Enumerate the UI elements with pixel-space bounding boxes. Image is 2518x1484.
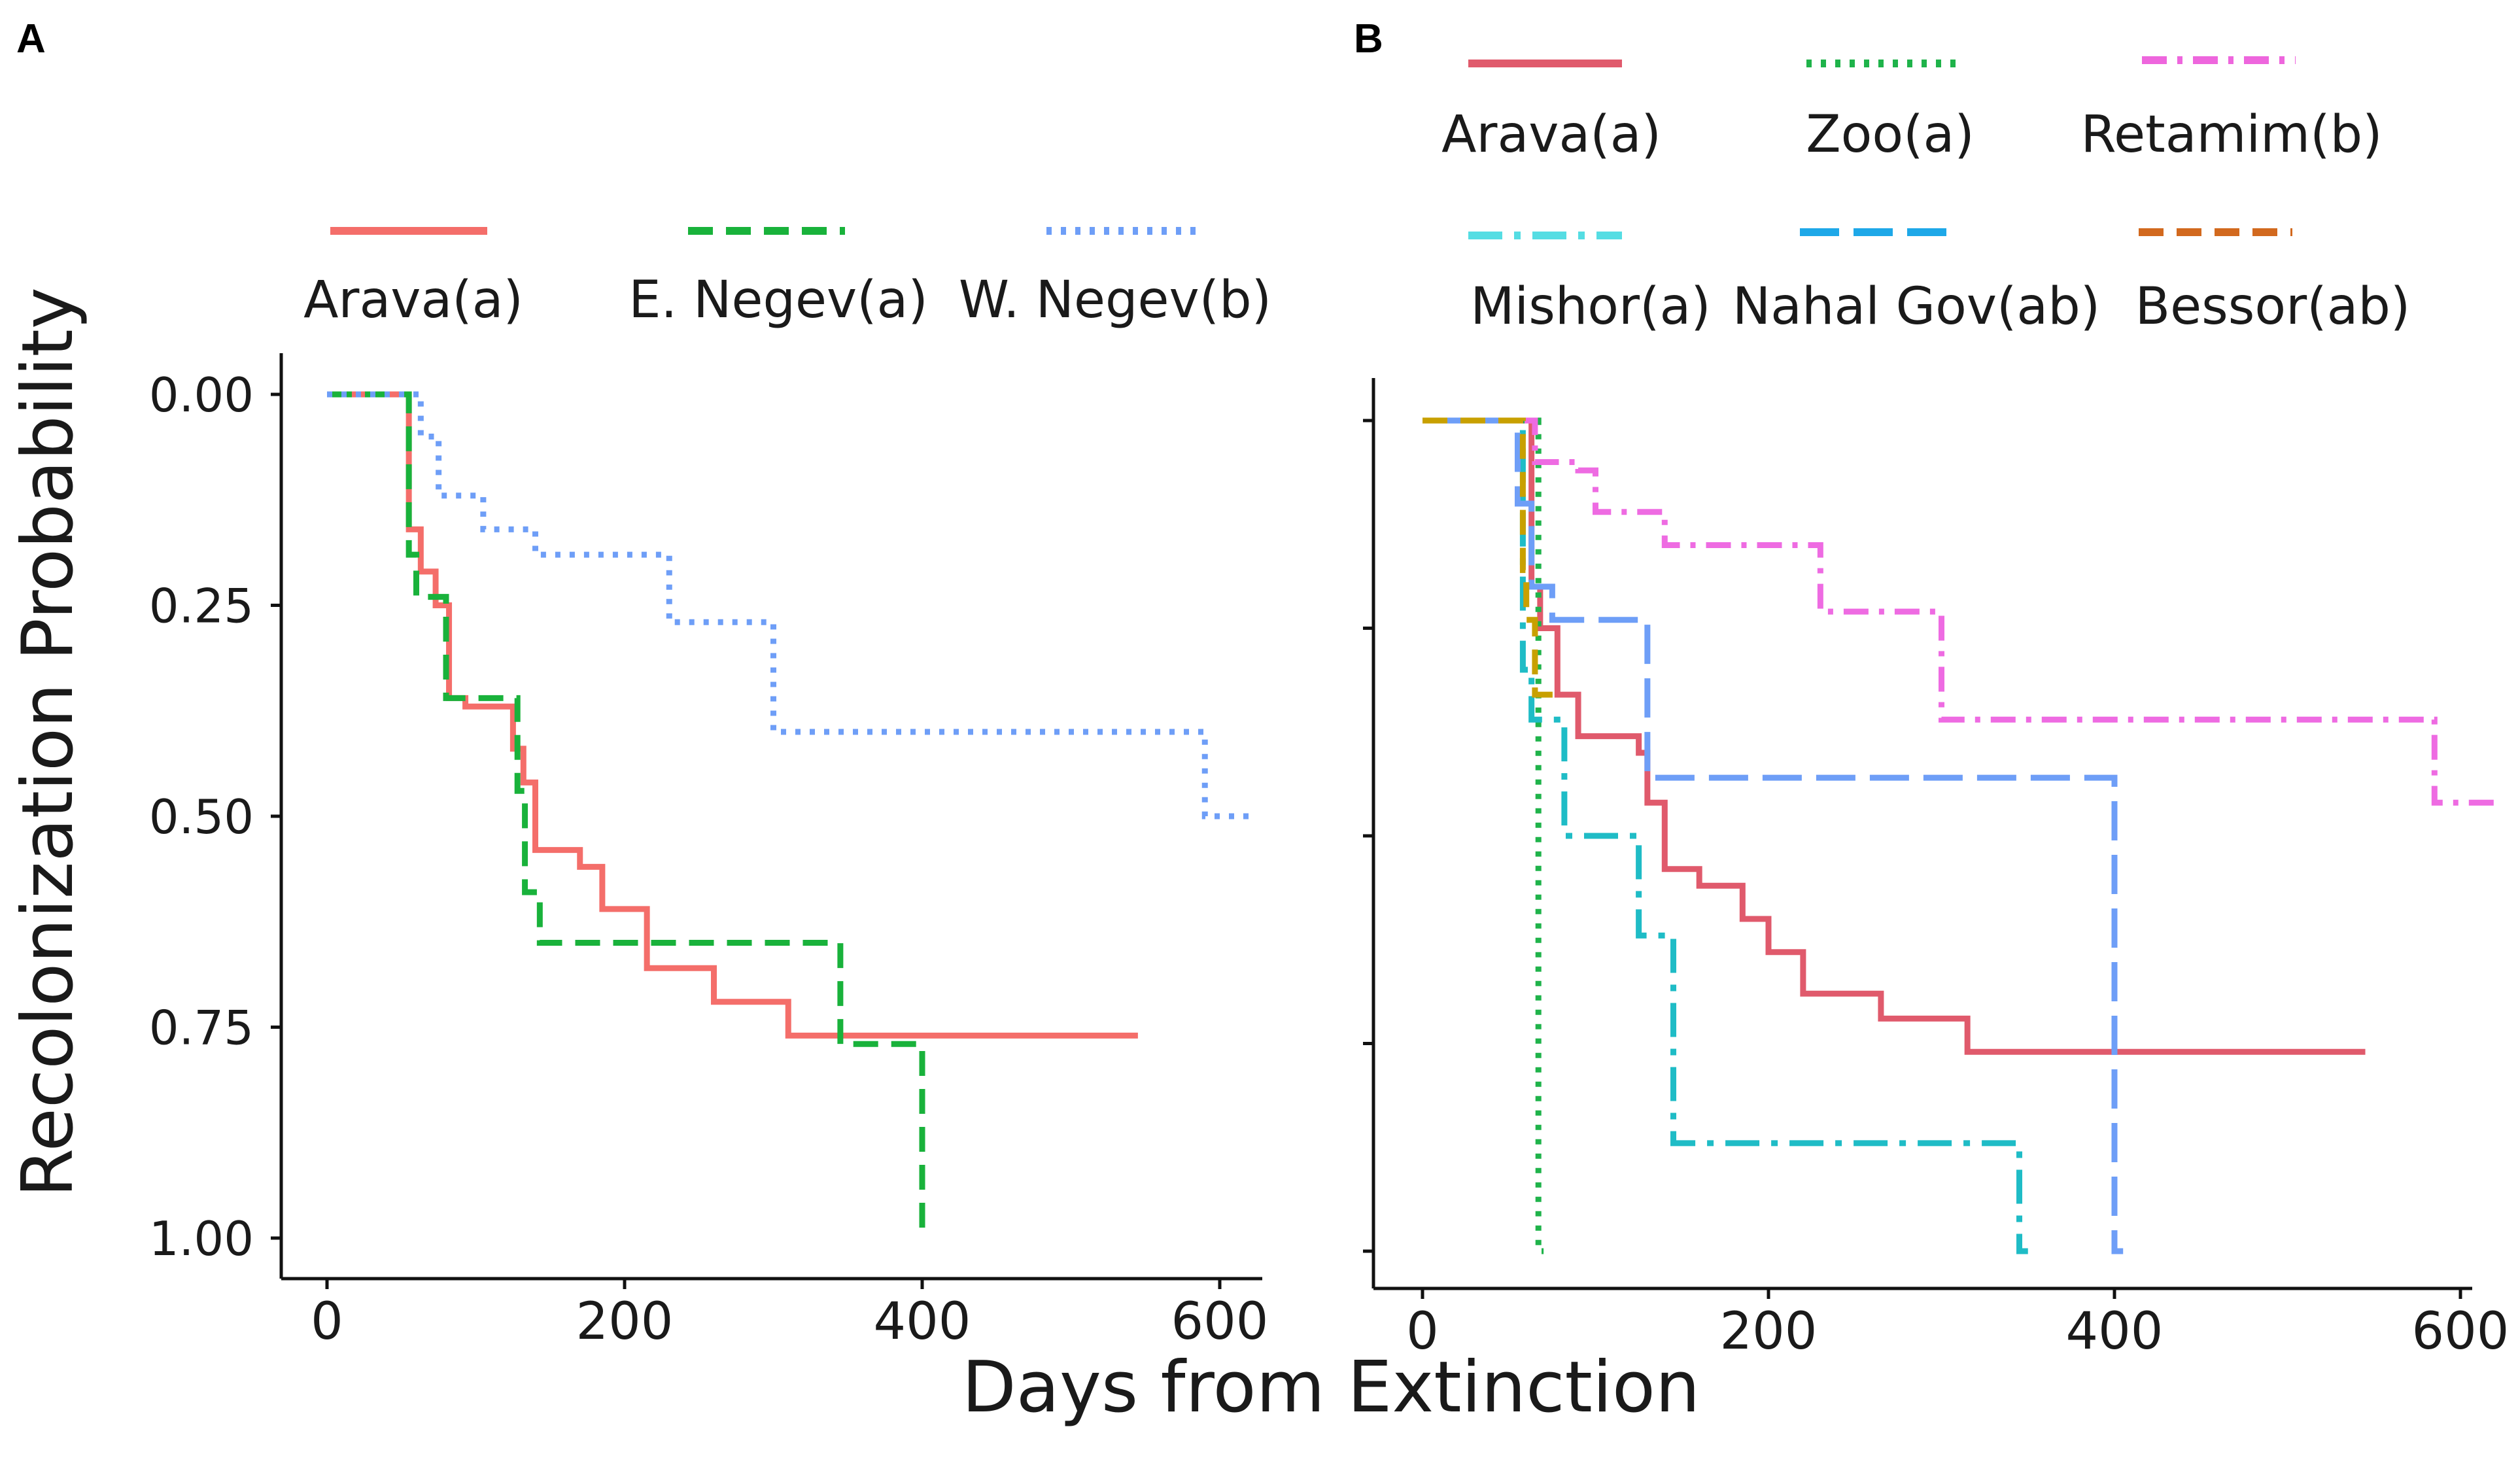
legend-b: Arava(a) Zoo(a) Retamim(b) Mishor(a) Nahal G…: [1441, 56, 2411, 336]
legend-label-arava-a-a: Arava(a): [303, 271, 523, 330]
y-tick-label-a: 0.25: [149, 579, 254, 634]
series-line-e-negev-a-a: [327, 391, 925, 1238]
legend-label-bessor-ab-b: Bessor(ab): [2135, 277, 2411, 336]
axes-b: 0 200 400 600: [1363, 378, 2509, 1361]
legend-label-retamim-b-b: Retamim(b): [2080, 105, 2382, 164]
series-line-arava-a-b: [1423, 417, 2366, 1055]
series-line-arava-a-a: [327, 391, 1138, 1039]
series-line-mishor-a-b: [1423, 417, 2028, 1254]
series-line-w-negev-b-a: [327, 391, 1257, 820]
axes-a: 0 200 400 600 0.00 0.25 0.50 0.75 1.00: [149, 353, 1269, 1351]
x-tick-label-b: 600: [2412, 1302, 2509, 1361]
panel-label-b: B: [1354, 16, 1383, 61]
panel-label-a: A: [16, 16, 46, 61]
x-tick-label-a: 400: [874, 1292, 971, 1351]
series-b: [1423, 417, 2504, 1254]
y-tick-label-a: 0.50: [149, 789, 254, 844]
legend-label-zoo-a-b: Zoo(a): [1806, 105, 1975, 164]
panel-a: Arava(a) E. Negev(a) W. Negev(b) 0 200 400 60…: [149, 227, 1271, 1351]
legend-label-w-negev-b-a: W. Negev(b): [959, 271, 1271, 330]
x-tick-label-a: 600: [1171, 1292, 1269, 1351]
series-a: [327, 391, 1257, 1238]
legend-a: Arava(a) E. Negev(a) W. Negev(b): [303, 227, 1271, 330]
y-tick-label-a: 1.00: [149, 1211, 254, 1266]
x-axis-title: Days from Extinction: [962, 1347, 1700, 1428]
legend-label-e-negev-a-a: E. Negev(a): [629, 271, 928, 330]
x-tick-label-b: 0: [1406, 1302, 1439, 1361]
y-tick-label-a: 0.00: [149, 368, 254, 423]
series-line-bessor-ab-b: [1423, 417, 1561, 698]
x-tick-label-a: 0: [311, 1292, 343, 1351]
x-tick-label-a: 200: [576, 1292, 674, 1351]
y-tick-label-a: 0.75: [149, 1001, 254, 1056]
x-tick-label-b: 400: [2066, 1302, 2164, 1361]
legend-label-arava-a-b: Arava(a): [1441, 105, 1661, 164]
series-line-nahal-gov-ab-b: [1423, 417, 2124, 1254]
panel-b: Arava(a) Zoo(a) Retamim(b) Mishor(a) Nahal G…: [1363, 56, 2509, 1361]
y-axis-title: Recolonization Probability: [7, 287, 89, 1198]
x-tick-label-b: 200: [1720, 1302, 1818, 1361]
legend-label-nahal-gov-ab-b: Nahal Gov(ab): [1733, 277, 2100, 336]
series-line-retamim-b-b: [1423, 417, 2504, 806]
legend-label-mishor-a-b: Mishor(a): [1470, 277, 1711, 336]
